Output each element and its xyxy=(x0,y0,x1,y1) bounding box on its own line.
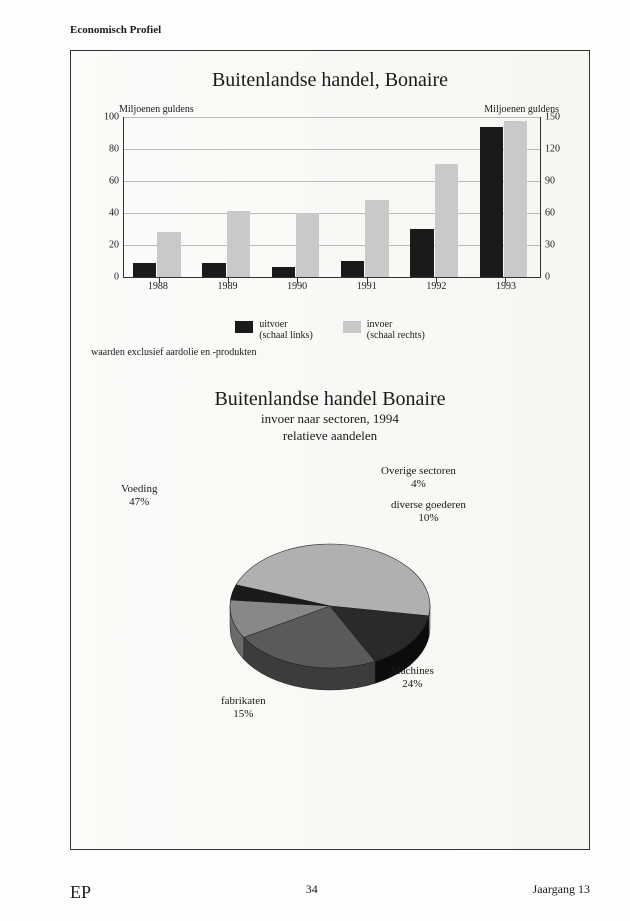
legend-invoer-name: invoer xyxy=(367,319,425,330)
plot-area xyxy=(123,117,541,278)
pie-label: diverse goederen10% xyxy=(391,499,466,525)
x-category: 1992 xyxy=(402,281,472,292)
y-axis-left: 020406080100 xyxy=(89,117,119,277)
y-left-tick: 0 xyxy=(89,272,119,283)
y-left-tick: 40 xyxy=(89,208,119,219)
footer-center: 34 xyxy=(306,882,318,903)
x-category: 1988 xyxy=(123,281,193,292)
swatch-dark xyxy=(235,321,253,333)
y-right-tick: 90 xyxy=(545,176,575,187)
bar-invoer xyxy=(435,164,458,277)
bar-invoer xyxy=(157,232,180,277)
pie-label: Overige sectoren4% xyxy=(381,465,456,491)
bar-uitvoer xyxy=(133,263,156,277)
left-axis-label: Miljoenen guldens xyxy=(119,104,194,115)
y-right-tick: 60 xyxy=(545,208,575,219)
chart2-subtitle1: invoer naar sectoren, 1994 xyxy=(91,411,569,428)
pie-label: Machines24% xyxy=(391,665,434,691)
charts-panel: Buitenlandse handel, Bonaire Miljoenen g… xyxy=(70,50,590,850)
legend-uitvoer-note: (schaal links) xyxy=(259,330,313,341)
bar-uitvoer xyxy=(341,261,364,277)
chart1-legend: uitvoer (schaal links) invoer (schaal re… xyxy=(91,319,569,341)
bar-chart: 020406080100 0306090120150 1988198919901… xyxy=(91,117,569,297)
pie-chart: Voeding47% fabrikaten15% Machines24% divers… xyxy=(91,465,569,745)
chart2-subtitle2: relatieve aandelen xyxy=(91,428,569,445)
y-right-tick: 150 xyxy=(545,112,575,123)
chart2-title: Buitenlandse handel Bonaire xyxy=(91,388,569,411)
x-category: 1989 xyxy=(193,281,263,292)
y-right-tick: 0 xyxy=(545,272,575,283)
x-category: 1991 xyxy=(332,281,402,292)
bar-invoer xyxy=(296,213,319,277)
bar-invoer xyxy=(365,200,388,277)
bar-invoer xyxy=(504,121,527,277)
bar-uitvoer xyxy=(202,263,225,277)
legend-invoer: invoer (schaal rechts) xyxy=(343,319,425,341)
x-axis-labels: 198819891990199119921993 xyxy=(123,281,541,292)
legend-uitvoer: uitvoer (schaal links) xyxy=(235,319,313,341)
y-left-tick: 20 xyxy=(89,240,119,251)
pie-label: fabrikaten15% xyxy=(221,695,266,721)
legend-uitvoer-name: uitvoer xyxy=(259,319,313,330)
bar-invoer xyxy=(227,211,250,277)
bar-uitvoer xyxy=(480,127,503,277)
x-category: 1993 xyxy=(471,281,541,292)
y-right-tick: 120 xyxy=(545,144,575,155)
page: Economisch Profiel Buitenlandse handel, … xyxy=(0,0,630,921)
y-axis-right: 0306090120150 xyxy=(545,117,575,277)
footer-right: Jaargang 13 xyxy=(533,882,590,903)
page-footer: EP 34 Jaargang 13 xyxy=(70,882,590,903)
y-left-tick: 80 xyxy=(89,144,119,155)
y-left-tick: 60 xyxy=(89,176,119,187)
swatch-light xyxy=(343,321,361,333)
pie-label: Voeding47% xyxy=(121,483,157,509)
bar-uitvoer xyxy=(272,267,295,277)
chart1-axis-labels: Miljoenen guldens Miljoenen guldens xyxy=(91,104,569,115)
footer-left: EP xyxy=(70,882,91,903)
chart1-title: Buitenlandse handel, Bonaire xyxy=(91,69,569,92)
pie-svg xyxy=(200,506,460,726)
doc-header: Economisch Profiel xyxy=(70,24,590,36)
x-category: 1990 xyxy=(262,281,332,292)
bar-uitvoer xyxy=(410,229,433,277)
y-left-tick: 100 xyxy=(89,112,119,123)
legend-invoer-note: (schaal rechts) xyxy=(367,330,425,341)
chart1-footnote: waarden exclusief aardolie en -produkten xyxy=(91,347,569,358)
y-right-tick: 30 xyxy=(545,240,575,251)
